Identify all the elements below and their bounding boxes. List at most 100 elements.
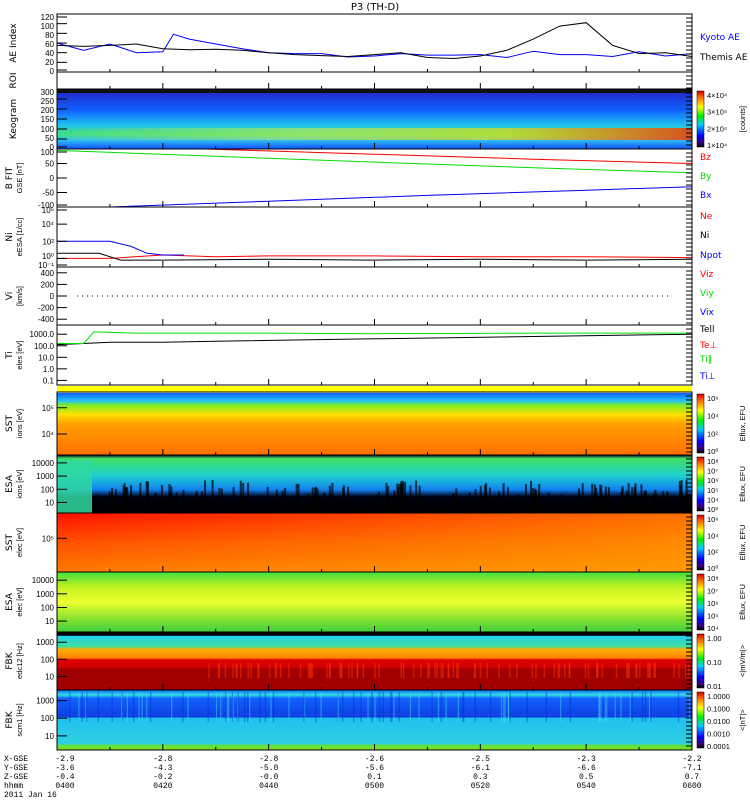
orbit-row-value: -2.8 [259,755,278,764]
ti-units: eles [eV] [15,340,24,369]
fbk1-stripe [329,663,331,678]
orbit-row-value: -3.6 [55,764,74,773]
fbk1-stripe [427,663,429,678]
esa-ion-black-texture [631,487,633,511]
fbk2-colorbar-tick: 0.0010 [707,730,730,739]
fbk1-stripe [509,663,511,678]
esa-ion-black-texture [312,487,314,511]
fbk2-colorbar-tick: 0.1000 [707,705,730,714]
fbk2-tick-label: 100 [41,714,55,723]
legend-ne: Ne [700,212,713,222]
fbk1-stripe [441,663,443,678]
bfit-tick-label: 50 [45,160,54,169]
fbk1-stripe [453,663,455,678]
ti-tick-label: 1000.0 [30,330,55,339]
legend-ti-perp: Ti⊥ [699,372,716,382]
fbk1-stripe [247,663,249,678]
bfit-tick-label: -50 [42,189,54,198]
esa-ion-black-texture [123,486,125,511]
esa-ion-black-texture [628,483,630,511]
fbk2-stripe [391,692,392,722]
esa-ion-black-texture [591,484,593,511]
plot-title: P3 (TH-D) [351,2,399,13]
fbk2-ylabel: FBK [5,710,15,728]
fbk1-stripe [403,663,405,678]
fbk2-stripe [375,692,376,722]
esa_i-tick-label: 10000 [32,459,55,468]
esa-ion-black-texture [419,486,421,511]
esa-ion-black-texture [645,491,647,511]
fbk1-stripe [326,663,328,678]
fbk1-stripe [585,663,587,678]
legend-tell: Tell [699,325,715,335]
esa-ion-black-texture [578,489,580,511]
fbk2-stripe [390,692,391,722]
orbit-row-value: 0.3 [473,773,488,782]
esa-ion-black-texture [530,481,532,511]
fbk1-stripe [374,663,376,678]
fbk1-stripe [250,663,252,678]
esa-ion-black-texture [681,480,683,511]
fbk1-stripe [457,663,459,678]
fbk1-stripe [558,663,560,678]
legend-vix: Vix [700,308,714,318]
fbk2-tick-label: 1000 [36,697,54,706]
ti-ylabel: Ti [5,351,15,360]
orbit-row-value: 0420 [153,782,172,791]
fbk2-stripe [431,692,432,722]
esa-ion-black-texture [393,490,395,511]
esa-ion-black-texture [503,483,505,511]
fbk2-stripe [233,692,234,722]
ae-tick-label: 20 [45,58,54,67]
esa_e-tick-label: 10000 [32,576,55,585]
orbit-row-label: hhmm [4,782,23,791]
fbk1-ylabel: FBK [5,651,15,669]
fbk1-stripe [673,663,675,678]
esa-ion-black-texture [183,490,185,511]
fbk1-stripe [678,663,680,678]
fbk1-stripe [498,663,500,678]
keogram-colorbar [697,91,704,147]
fbk2-stripe [353,692,354,722]
fbk1-colorbar-tick: 0.01 [707,682,722,691]
esa-ion-black-texture [548,492,550,511]
esa_i-tick-label: 1000 [36,472,54,481]
esa-ion-black-texture [409,485,411,511]
sst_e-colorbar-tick: 10² [707,548,718,557]
fbk2-stripe [438,692,439,722]
fbk2-stripe [600,692,601,722]
fbk-scm1-spectrogram [57,690,692,750]
orbit-row-label: Z-GSE [4,773,28,782]
esa-ion-black-texture [298,484,300,511]
fbk1-stripe [225,663,227,678]
fbk2-stripe [501,692,502,722]
esa_e-colorbar-tick: 10⁷ [707,587,718,596]
orbit-row-label: X-GSE [4,755,28,764]
bfit-ylabel: B FIT [5,166,15,189]
fbk2-stripe [441,692,442,722]
fbk2-stripe [371,692,372,722]
esa_i-tick-label: 100 [41,485,55,494]
fbk1-stripe [616,663,618,678]
esa-ion-black-texture [130,485,132,511]
keogram-colorbar-tick: 2×10⁴ [707,124,727,133]
esa-ion-black-texture [608,487,610,511]
sst_i-tick-label: 10⁴ [42,430,55,439]
ae-series-kyotoae [57,34,692,57]
legend-themis-ae: Themis AE [699,53,748,63]
esa-ion-black-texture [662,491,664,511]
esa-ion-black-texture [139,483,141,511]
fbk2-colorbar-label: <|nT|> [738,709,747,731]
fbk1-stripe [535,663,537,678]
fbk1-stripe [448,663,450,678]
fbk1-stripe [636,663,638,678]
fbk2-stripe [208,692,209,722]
fbk2-stripe [398,692,399,722]
esa_e-colorbar-tick: 10⁶ [707,599,718,608]
fbk1-stripe [288,663,290,678]
fbk1-stripe [648,663,650,678]
esa-ion-black-texture [594,484,596,511]
esa-ion-black-texture [323,493,325,511]
fbk1-stripe [475,663,477,678]
fbk1-stripe [208,663,210,678]
